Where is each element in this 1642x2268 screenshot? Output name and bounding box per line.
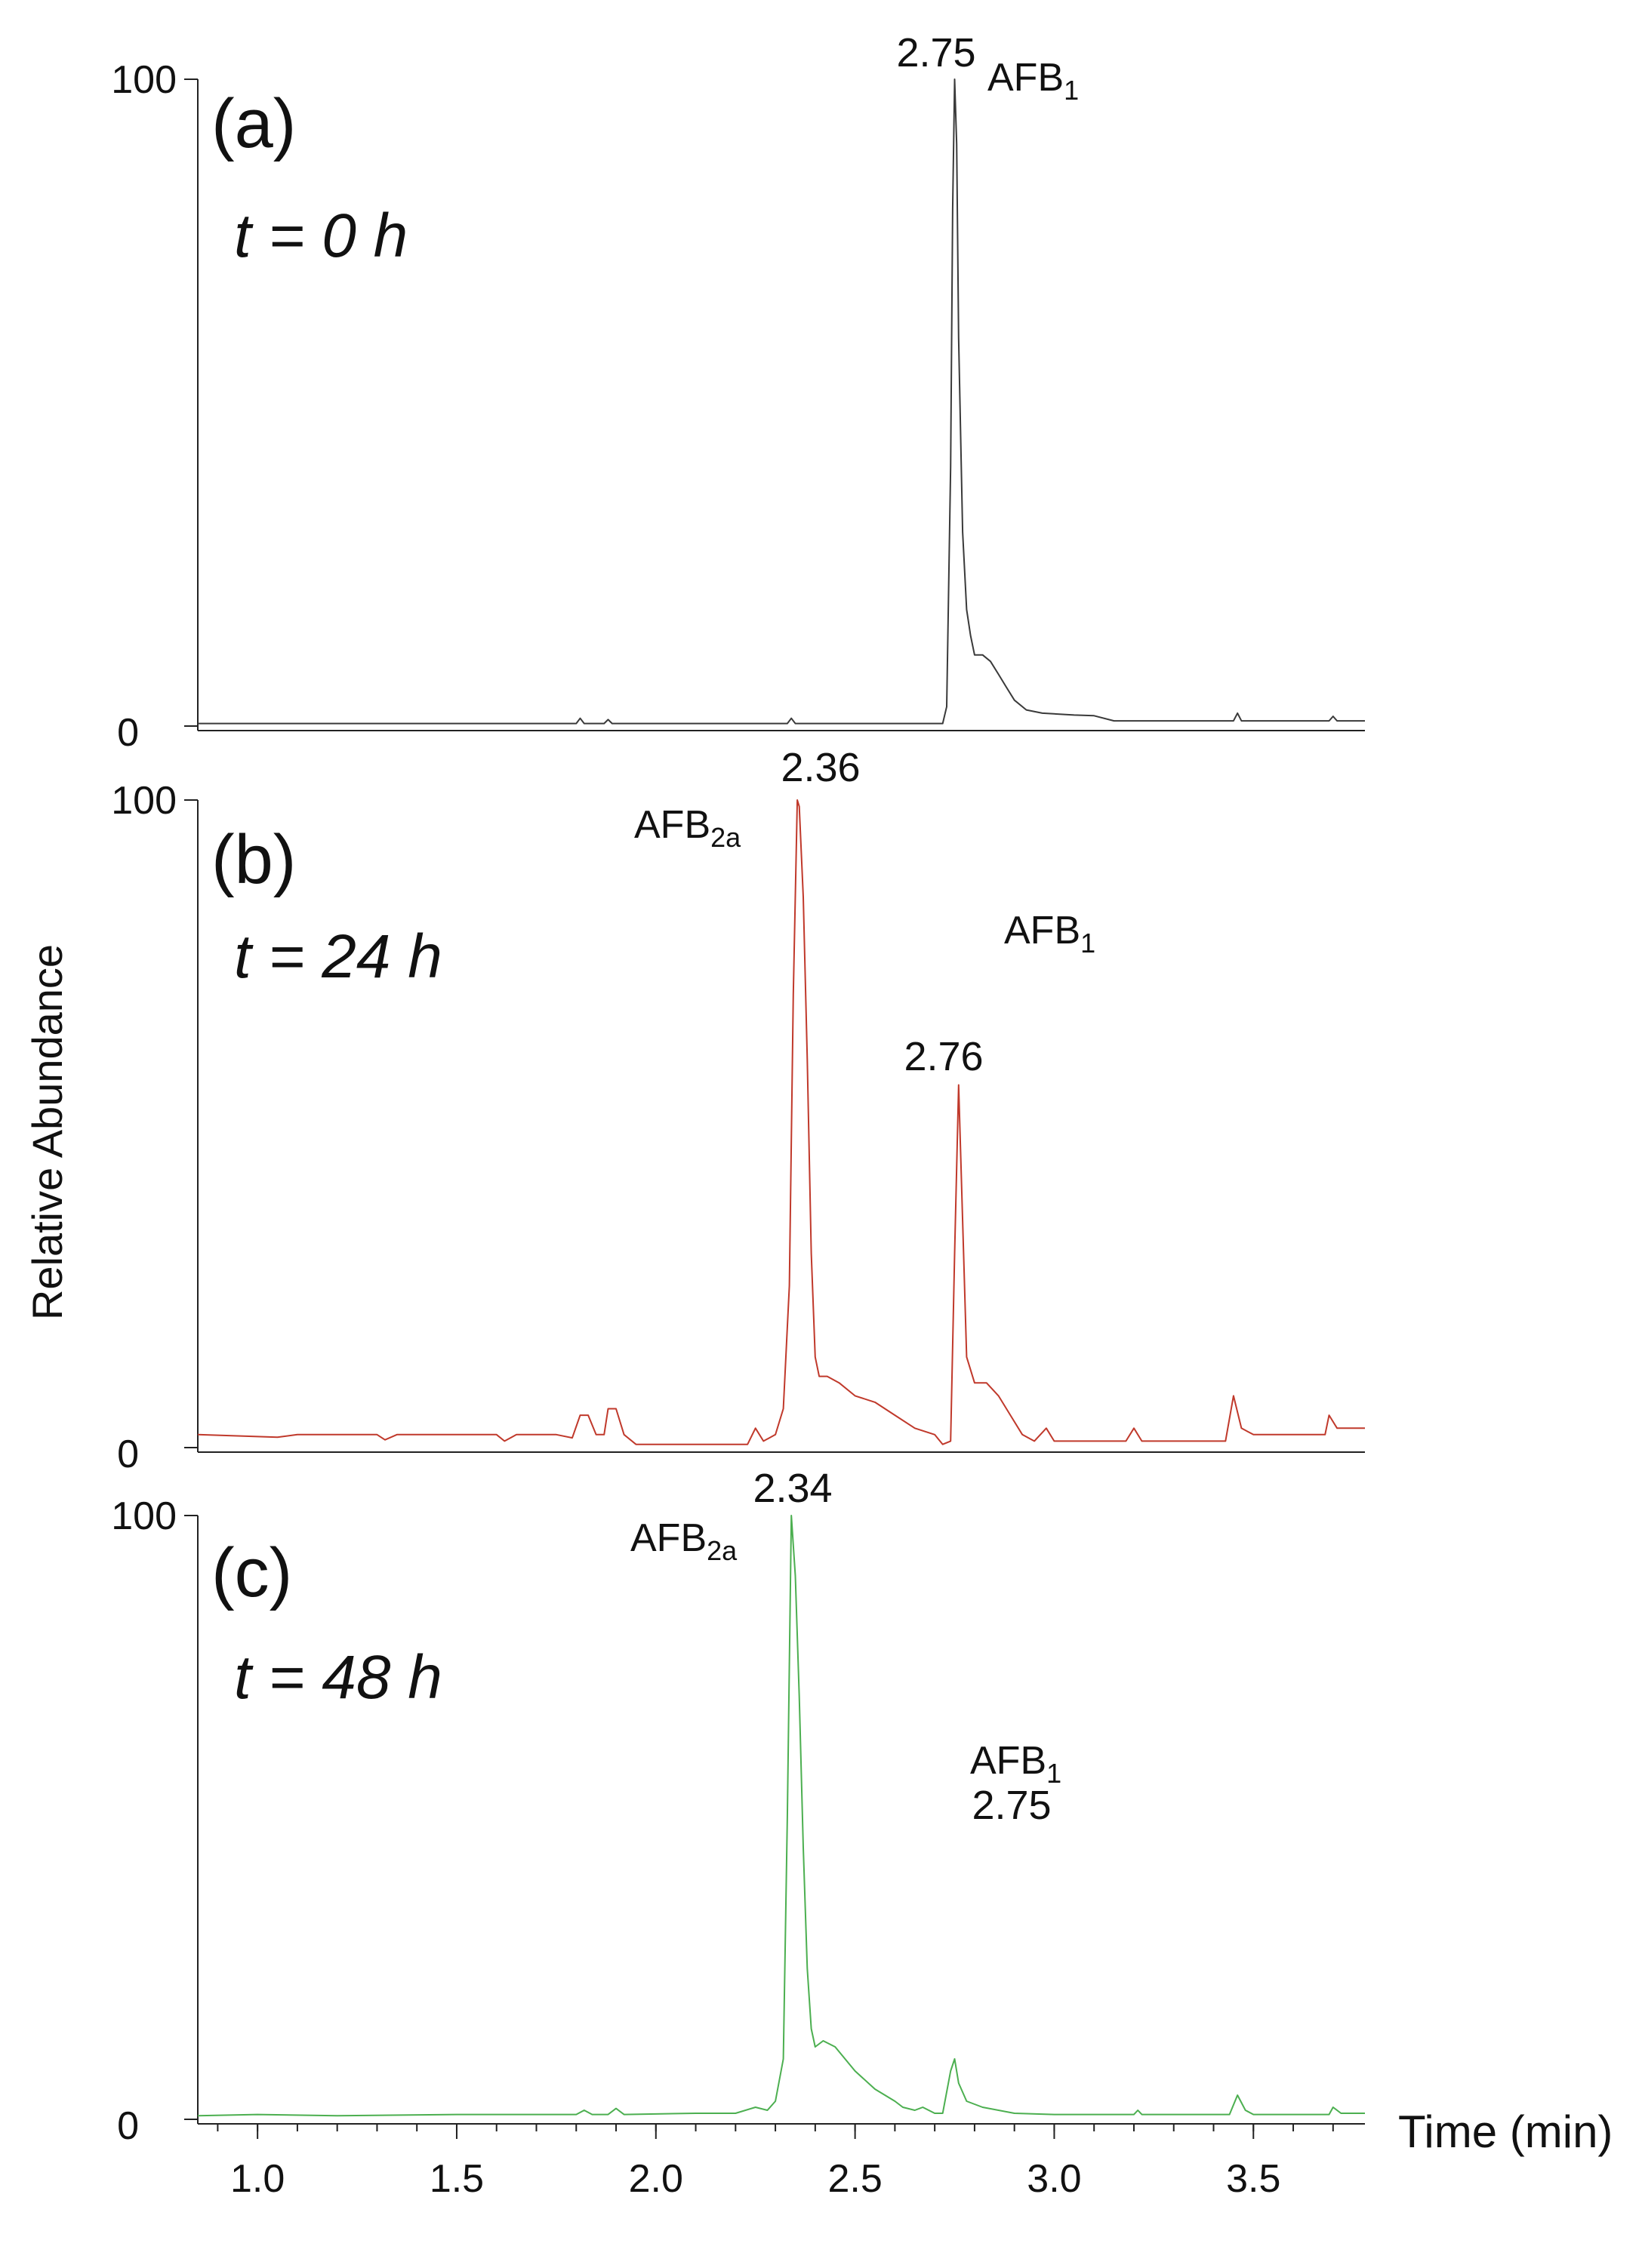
peak-compound-label: AFB1 bbox=[987, 56, 1079, 106]
panel-letter: (b) bbox=[211, 821, 296, 898]
time-label: t = 48 h bbox=[234, 1643, 442, 1712]
x-tick-label: 2.0 bbox=[629, 2157, 683, 2201]
x-tick-label: 3.0 bbox=[1027, 2157, 1081, 2201]
y-tick-label: 0 bbox=[117, 1433, 139, 1476]
peak-retention-time: 2.76 bbox=[904, 1034, 983, 1079]
peak-compound-label: AFB1 bbox=[1004, 909, 1095, 959]
panel-letter: (a) bbox=[211, 85, 296, 162]
panel-a: 100 0 (a) t = 0 h 2.75 AFB1 bbox=[111, 30, 1365, 755]
panel-b: 100 0 (b) t = 24 h 2.36 AFB2a 2.76 AFB1 bbox=[111, 745, 1365, 1476]
chromatogram-trace bbox=[198, 78, 1365, 725]
y-axis-title: Relative Abundance bbox=[23, 944, 71, 1320]
x-axis-title: Time (min) bbox=[1398, 2106, 1613, 2157]
x-tick-label: 1.0 bbox=[230, 2157, 285, 2201]
panel-letter: (c) bbox=[211, 1534, 292, 1611]
x-tick-label: 3.5 bbox=[1226, 2157, 1280, 2201]
peak-compound-label: AFB2a bbox=[630, 1516, 738, 1566]
x-tick-label: 1.5 bbox=[430, 2157, 484, 2201]
y-tick-label: 100 bbox=[111, 779, 177, 823]
y-tick-label: 0 bbox=[117, 2104, 139, 2148]
peak-retention-time: 2.36 bbox=[781, 745, 860, 790]
y-tick-label: 0 bbox=[117, 711, 139, 755]
time-label: t = 0 h bbox=[234, 202, 408, 270]
peak-retention-time: 2.75 bbox=[972, 1783, 1051, 1828]
y-tick-label: 100 bbox=[111, 1494, 177, 1538]
time-label: t = 24 h bbox=[234, 922, 442, 991]
x-axis: 1.0 1.5 2.0 2.5 3.0 3.5 bbox=[217, 2124, 1334, 2201]
peak-retention-time: 2.75 bbox=[896, 30, 975, 75]
peak-compound-label: AFB2a bbox=[634, 803, 741, 853]
x-tick-label: 2.5 bbox=[827, 2157, 882, 2201]
chromatogram-trace bbox=[197, 1515, 1365, 2117]
peak-compound-label: AFB1 bbox=[970, 1739, 1061, 1789]
y-tick-label: 100 bbox=[111, 58, 177, 102]
peak-retention-time: 2.34 bbox=[753, 1466, 832, 1511]
chromatogram-trace bbox=[197, 799, 1365, 1445]
